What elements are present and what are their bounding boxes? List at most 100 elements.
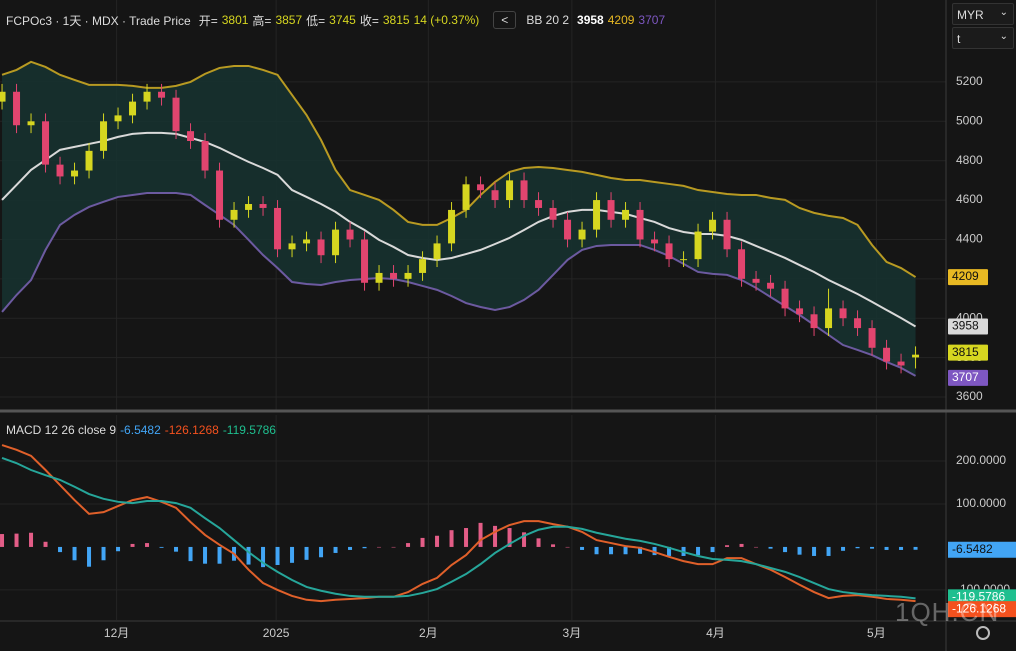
histogram-bar [275,546,280,565]
candle-body [390,272,398,279]
histogram-bar [522,532,527,547]
histogram-bar [493,525,498,547]
y-tick-label: 5200 [956,74,983,88]
candle-body [375,272,383,283]
histogram-bar [290,546,295,563]
x-tick-label: 3月 [563,626,582,640]
symbol-title: FCPOc3 · 1天 · MDX · Trade Price [6,13,191,28]
candle-body [767,282,775,289]
y-tick-label: 4800 [956,153,983,167]
candle-body [158,91,166,98]
candle-body [506,180,514,201]
histogram-bar [638,546,643,554]
histogram-bar [783,546,788,553]
band-readout: 3958 [577,13,604,27]
macd-badge [948,541,1016,558]
candle-body [636,209,644,240]
macd-title: MACD 12 26 close 9 [6,423,117,437]
histogram-bar [130,543,135,547]
candle-body [723,219,731,250]
band-readout: 3707 [638,13,666,27]
histogram-bar [507,528,512,547]
x-tick-label: 5月 [867,626,886,640]
macd-header: MACD 12 26 close 9 -6.5482 -126.1268 -11… [6,423,276,437]
histogram-bar [391,546,396,548]
candle-body [56,164,64,177]
candle-body [259,204,267,208]
ohlc-label: 开= [198,13,218,28]
candle-body [13,91,21,126]
y-tick-label: 4600 [956,192,983,206]
candle-body [71,170,79,177]
price-badge [948,269,988,286]
ohlc-label: 收= [359,13,379,28]
histogram-bar [116,546,121,552]
histogram-bar [14,533,19,547]
x-tick-label: 12月 [104,626,129,640]
currency-select[interactable]: MYR ⌄ [952,3,1014,25]
high-readout: 3857 [275,13,303,27]
histogram-bar [145,543,150,547]
candle-body [216,170,224,220]
candle-body [535,200,543,208]
settings-icon[interactable] [976,626,990,640]
candle-body [288,243,296,250]
field-select[interactable]: t ⌄ [952,27,1014,49]
histogram-readout: -6.5482 [120,423,161,437]
field: t [957,32,961,46]
histogram-bar [841,546,846,551]
band-line [1,191,917,377]
histogram-bar [319,546,324,558]
histogram-bar [159,546,164,548]
price-badge-label: 3707 [952,370,979,384]
band-readout: 4209 [607,13,635,27]
ohlc-label: 高= [252,13,272,28]
histogram-bar [855,546,860,549]
x-tick-label: 2月 [419,626,438,640]
candle-body [201,140,209,171]
collapse-button[interactable]: < [493,11,517,29]
histogram-bar [203,546,208,564]
macd-badge [948,601,1016,618]
candle-body [709,219,717,232]
ohlc-label: 低= [306,13,326,28]
candle-body [564,219,572,240]
histogram-bar [899,546,904,550]
histogram-bar [72,546,77,561]
histogram-bar [725,545,730,547]
candle-body [578,229,586,240]
histogram-bar [217,546,222,564]
histogram-bar [565,546,570,548]
histogram-bar [261,546,266,568]
price-badge-label: 3958 [952,319,979,333]
histogram-bar [884,546,889,550]
bands-title: BB 20 2 [526,13,570,27]
histogram-bar [174,546,179,552]
histogram-bar [304,546,309,560]
candle-body [172,97,180,132]
candle-body [897,361,905,366]
candle-body [868,328,876,348]
histogram-bar [435,535,440,547]
price-badge-label: 4209 [952,269,979,283]
candle-body [839,308,847,319]
price-badge [948,344,988,361]
candle-body [230,209,238,220]
histogram-bar [377,546,382,548]
candle-body [448,209,456,244]
histogram-bar [362,546,367,549]
macd-badge-label: -6.5482 [952,542,993,556]
histogram-bar [609,546,614,555]
close-readout: 3815 [382,13,410,27]
candle-body [346,229,354,240]
macd-badge-label: -126.1268 [952,601,1006,615]
histogram-bar [580,546,585,550]
candle-body [491,190,499,201]
x-tick-label: 4月 [706,626,725,640]
candle-body [738,249,746,279]
price-header: FCPOc3 · 1天 · MDX · Trade Price 开= 3801 高… [6,11,665,29]
band-fill [2,61,916,376]
histogram-bar [551,544,556,547]
